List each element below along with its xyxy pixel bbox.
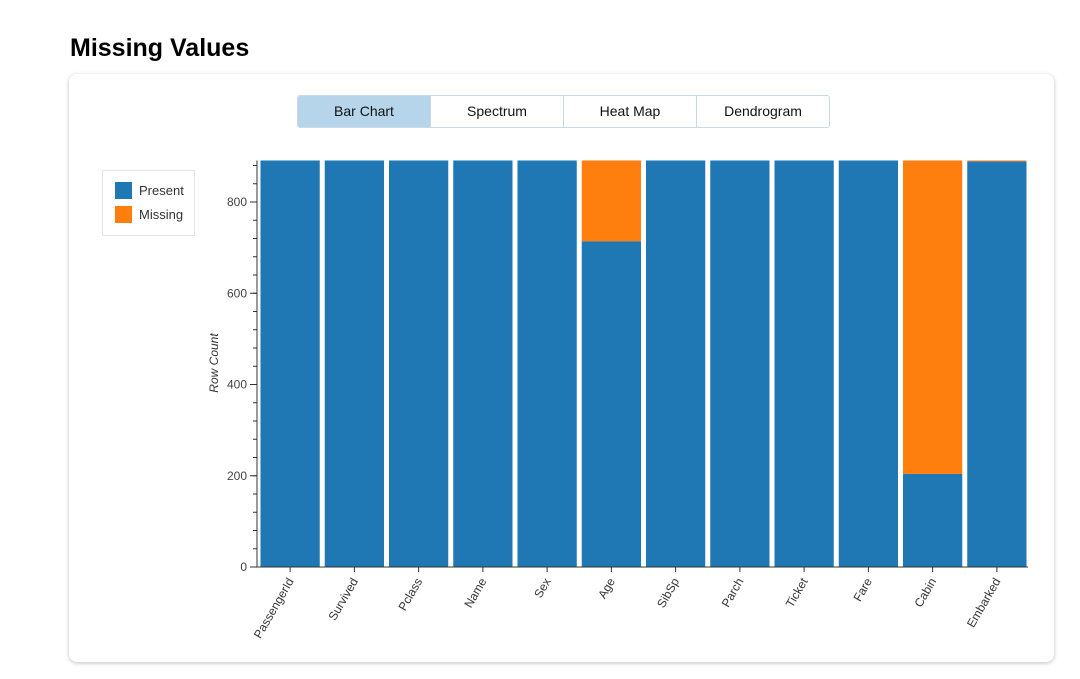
legend-label-present: Present xyxy=(139,183,184,198)
x-tick-label: Fare xyxy=(851,575,876,604)
y-axis-label: Row Count xyxy=(207,333,221,393)
y-tick-label: 800 xyxy=(227,195,247,209)
bar-present-cabin xyxy=(903,473,963,567)
bar-present-parch xyxy=(710,160,770,567)
bar-missing-age xyxy=(581,160,641,242)
tab-bar-chart[interactable]: Bar Chart xyxy=(298,96,431,127)
tab-heat-map[interactable]: Heat Map xyxy=(564,96,697,127)
legend-swatch-missing xyxy=(115,206,132,223)
legend: Present Missing xyxy=(102,170,195,236)
x-tick-label: Survived xyxy=(326,576,361,623)
x-tick-label: Parch xyxy=(719,576,747,610)
x-tick-label: PassengerId xyxy=(251,576,297,641)
bar-present-ticket xyxy=(774,160,834,567)
bar-present-embarked xyxy=(967,161,1027,568)
bar-present-age xyxy=(581,241,641,568)
x-tick-label: Age xyxy=(595,575,618,601)
bar-present-survived xyxy=(324,160,384,567)
bar-missing-cabin xyxy=(903,160,963,474)
x-tick-label: Ticket xyxy=(783,575,811,610)
bar-present-sibsp xyxy=(646,160,706,567)
bar-present-fare xyxy=(838,160,898,567)
y-tick-label: 400 xyxy=(227,378,247,392)
x-tick-label: Pclass xyxy=(395,576,425,614)
y-tick-label: 600 xyxy=(227,286,247,300)
bar-present-name xyxy=(453,160,513,567)
tab-spectrum[interactable]: Spectrum xyxy=(431,96,564,127)
bar-present-pclass xyxy=(389,160,449,567)
bar-missing-embarked xyxy=(967,160,1027,162)
x-tick-label: Cabin xyxy=(911,576,939,610)
x-tick-label: SibSp xyxy=(654,575,682,610)
chart-tabs: Bar Chart Spectrum Heat Map Dendrogram xyxy=(297,95,830,128)
x-tick-label: Embarked xyxy=(964,576,1003,630)
page-title: Missing Values xyxy=(70,34,250,62)
y-tick-label: 200 xyxy=(227,469,247,483)
y-tick-label: 0 xyxy=(240,560,247,574)
tab-dendrogram[interactable]: Dendrogram xyxy=(697,96,829,127)
bar-present-passengerid xyxy=(260,160,320,567)
x-tick-label: Sex xyxy=(531,576,553,601)
bar-present-sex xyxy=(517,160,577,567)
x-tick-label: Name xyxy=(461,575,489,610)
legend-label-missing: Missing xyxy=(139,207,184,222)
legend-swatch-present xyxy=(115,182,132,199)
legend-item-present: Present xyxy=(115,182,184,199)
legend-item-missing: Missing xyxy=(115,206,183,223)
